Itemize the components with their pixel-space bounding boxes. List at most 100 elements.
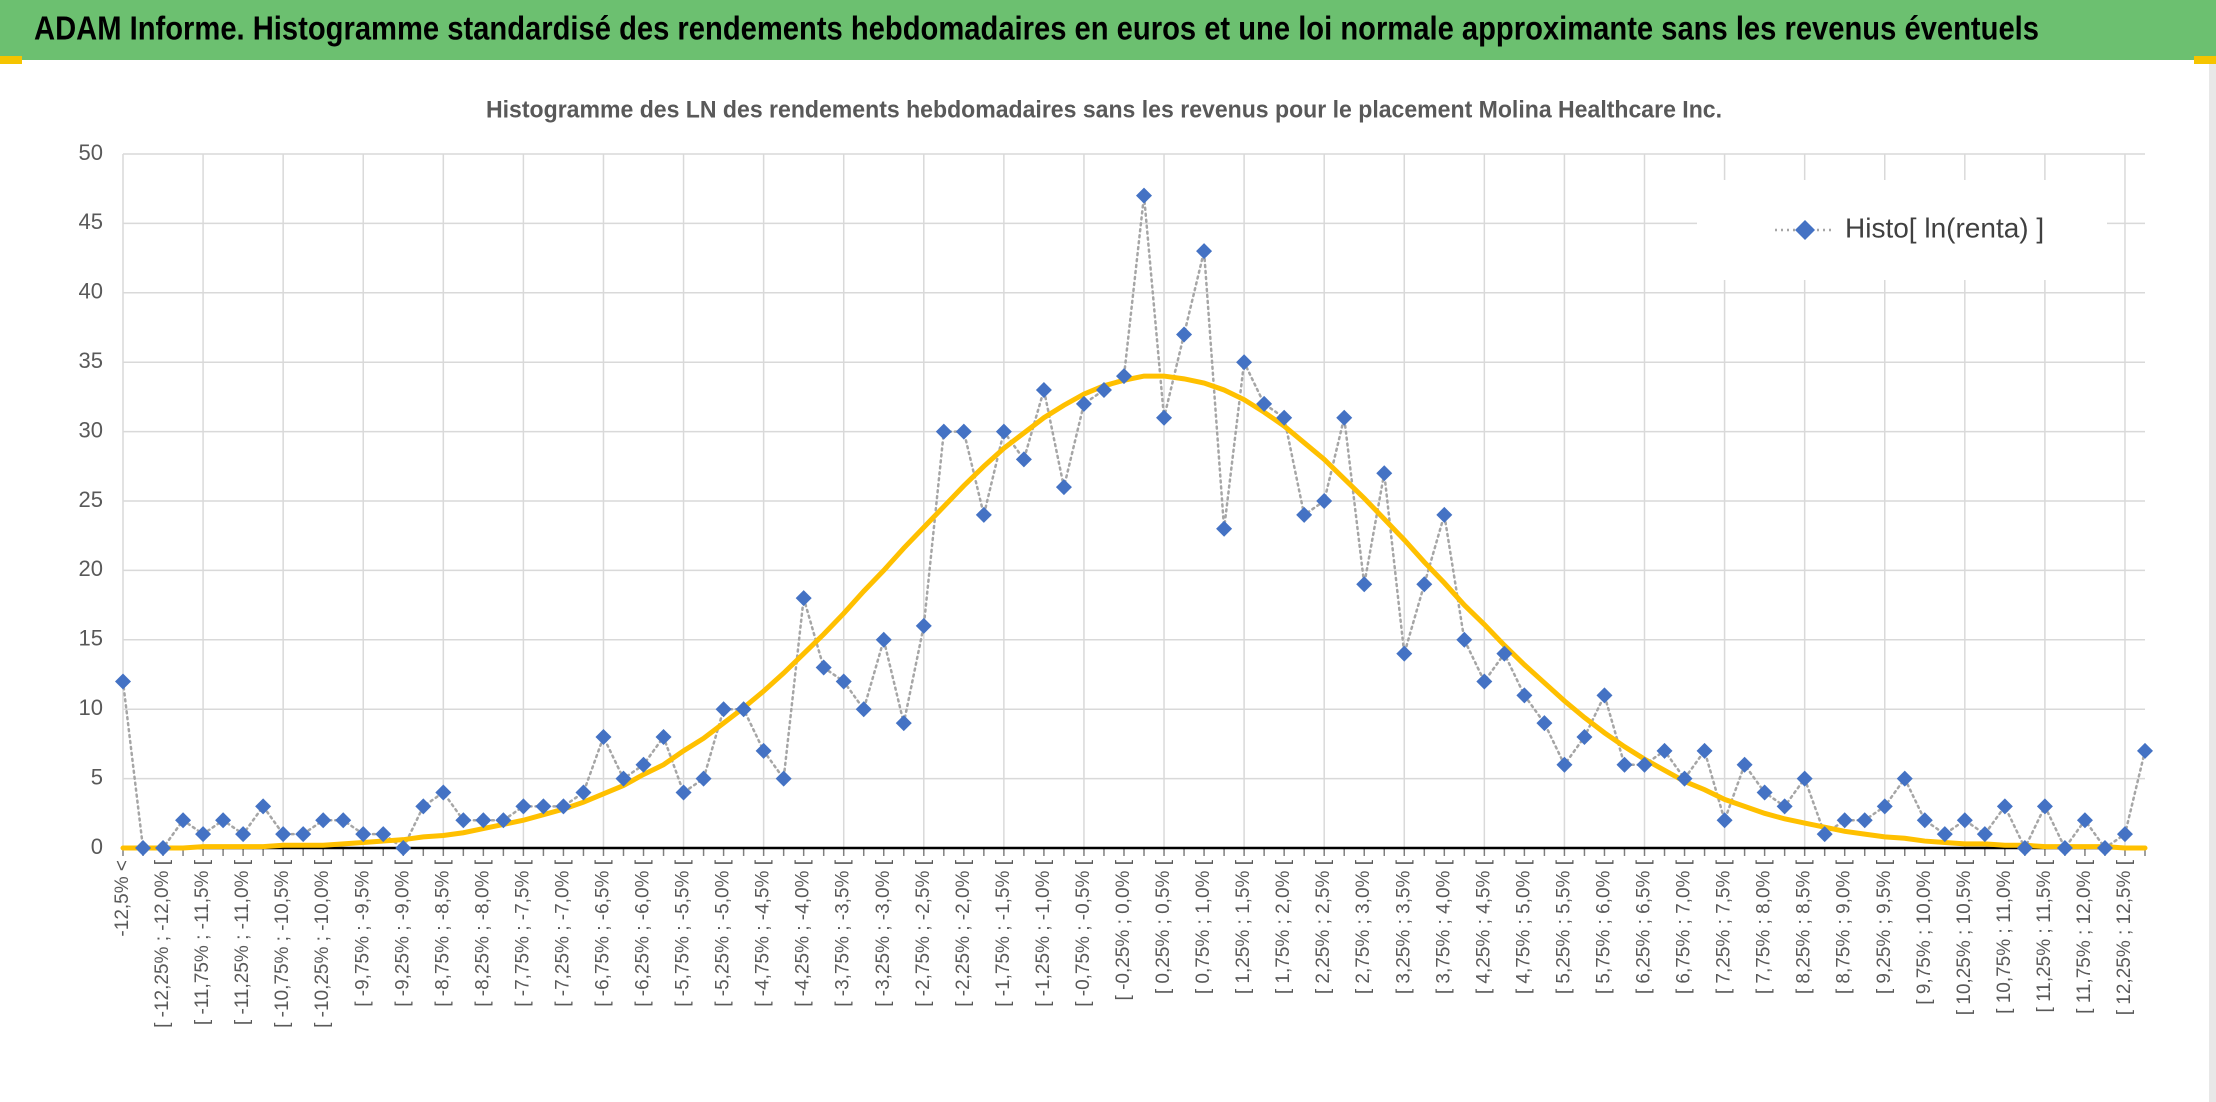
data-point [1516,687,1533,704]
data-point [2036,798,2053,815]
y-tick-label: 40 [79,279,103,304]
right-edge [2209,64,2216,1102]
data-point [1816,826,1833,843]
data-point [1156,409,1173,426]
x-tick-label: [ 3,25% ; 3,5% [ [1393,859,1414,994]
x-tick-label: [ -10,25% ; -10,0% [ [312,859,333,1028]
data-point [1736,756,1753,773]
data-point [1536,715,1553,732]
data-point [235,826,252,843]
data-point [155,840,172,856]
data-point [715,701,732,718]
data-point [435,784,452,801]
y-tick-label: 15 [79,626,103,651]
chart-title: Histogramme des LN des rendements hebdom… [486,96,1722,123]
data-point [455,812,472,829]
data-point [495,812,512,829]
legend: Histo[ ln(renta) ] [1697,180,2107,280]
data-point [835,673,852,690]
data-point [1676,770,1693,787]
data-point [1936,826,1953,843]
data-point [1015,451,1032,468]
data-point [1556,756,1573,773]
data-point [1216,520,1233,537]
y-tick-label: 10 [79,695,103,720]
x-tick-label: [ -2,75% ; -2,5% [ [913,859,934,1007]
data-point [975,506,992,523]
x-tick-label: [ 11,25% ; 11,5% [ [2034,859,2055,1012]
data-point [855,701,872,718]
grid: 0 5 10 15 20 25 30 35 40 45 50 -12,5% < [ -12,25% ; … [79,140,2146,1028]
x-tick-label: [ 7,75% ; 8,0% [ [1754,859,1775,994]
x-tick-label: [ -7,25% ; -7,0% [ [552,859,573,1007]
data-point [1856,812,1873,829]
data-point [1336,409,1353,426]
data-point [415,798,432,815]
data-point [595,728,612,745]
data-point [1095,381,1112,398]
accent-right [2194,56,2216,64]
x-tick-label: [ 10,75% ; 11,0% [ [1994,859,2015,1014]
x-tick-label: [ -0,75% ; -0,5% [ [1073,859,1094,1007]
x-tick-label: [ 2,75% ; 3,0% [ [1353,859,1374,994]
data-point [1656,742,1673,759]
data-point [895,715,912,732]
x-tick-label: [ 8,25% ; 8,5% [ [1794,859,1815,994]
data-point [915,617,932,634]
data-point [1236,354,1253,371]
data-point [1196,243,1213,260]
data-point [315,812,332,829]
x-tick-label: [ -6,75% ; -6,5% [ [592,859,613,1007]
x-tick-label: [ 12,25% ; 12,5% [ [2114,859,2135,1015]
x-tick-label: [ -3,75% ; -3,5% [ [833,859,854,1007]
x-tick-label: [ -11,25% ; -11,0% [ [232,859,253,1025]
x-tick-label: [ 6,25% ; 6,5% [ [1634,859,1655,994]
x-tick-label: [ 11,75% ; 12,0% [ [2074,859,2095,1014]
x-tick-label: [ -3,25% ; -3,0% [ [873,859,894,1007]
x-tick-label: [ 5,75% ; 6,0% [ [1593,859,1614,994]
x-tick-label: [ -0,25% ; 0,0% [ [1113,859,1134,1000]
y-tick-label: 5 [91,764,103,789]
data-point [2076,812,2093,829]
x-tick-label: [ -6,25% ; -6,0% [ [633,859,654,1007]
legend-box [1697,180,2107,280]
data-point [335,812,352,829]
x-tick-label: [ 7,25% ; 7,5% [ [1714,859,1735,994]
data-point [1075,395,1092,412]
data-point [1276,409,1293,426]
data-point [1796,770,1813,787]
data-point [735,701,752,718]
data-point [1376,465,1393,482]
data-point [115,673,131,690]
data-point [135,840,152,856]
y-tick-label: 50 [79,140,103,165]
data-point [1716,812,1733,829]
x-tick-label: [ 4,75% ; 5,0% [ [1513,859,1534,994]
data-point [1035,381,1052,398]
data-point [2016,840,2033,856]
x-tick-label: [ 0,75% ; 1,0% [ [1193,859,1214,994]
data-point [295,826,312,843]
y-tick-label: 20 [79,556,103,581]
data-point [1456,631,1473,648]
x-tick-label: [ -11,75% ; -11,5% [ [192,859,213,1025]
data-point [1055,479,1072,496]
data-point [375,826,392,843]
x-tick-label: [ 0,25% ; 0,5% [ [1153,859,1174,994]
y-tick-label: 25 [79,487,103,512]
data-point [395,840,412,856]
data-point [1496,645,1513,662]
data-point [2056,840,2073,856]
data-point [1956,812,1973,829]
data-point [935,423,952,440]
data-point [1976,826,1993,843]
data-point [1776,798,1793,815]
y-tick-label: 35 [79,348,103,373]
data-point [655,728,672,745]
data-point [1316,493,1333,509]
data-point [2116,826,2133,843]
x-tick-label: [ 5,25% ; 5,5% [ [1553,859,1574,994]
x-tick-label: [ 6,75% ; 7,0% [ [1674,859,1695,994]
data-point [755,742,772,759]
